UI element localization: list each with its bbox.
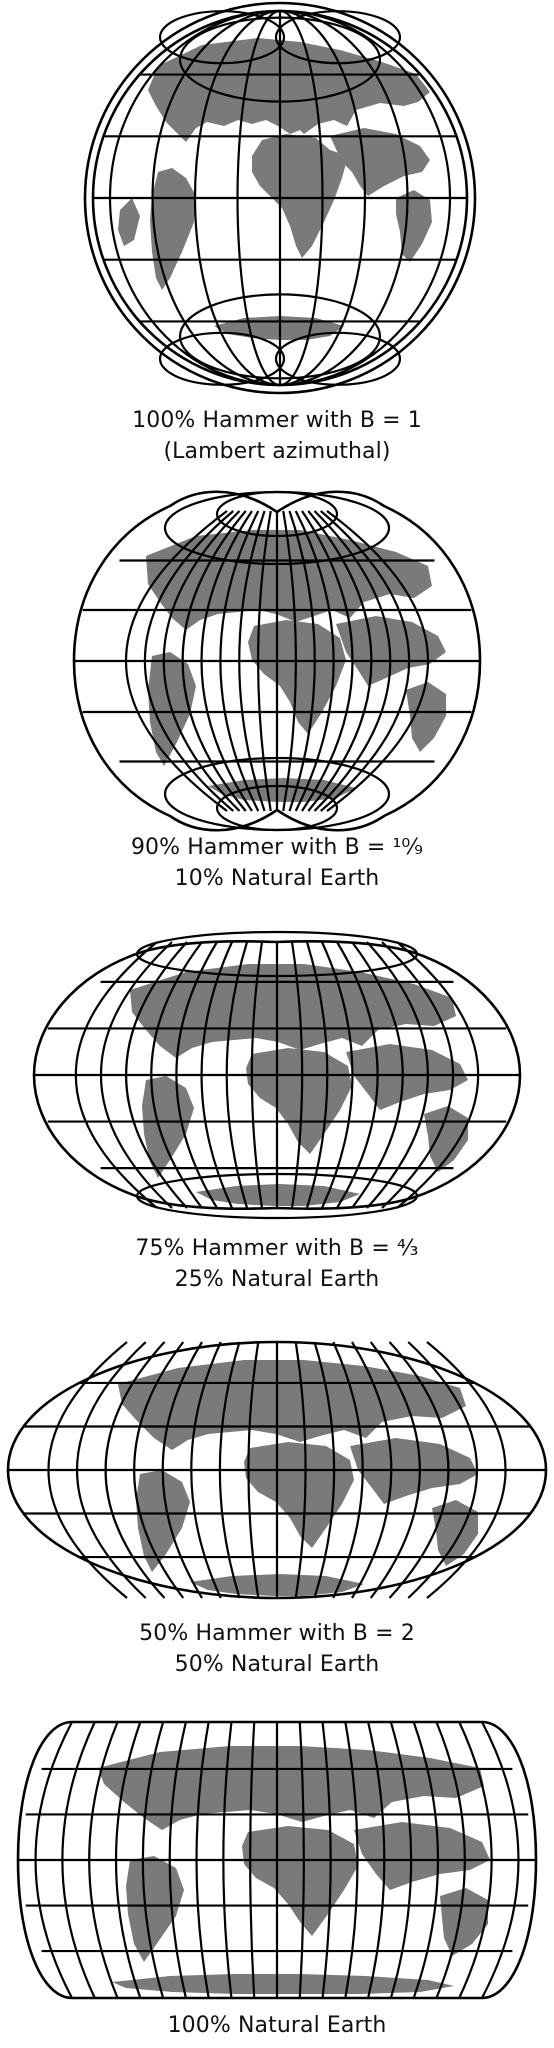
caption-line-1: 100% Natural Earth xyxy=(167,2013,387,2038)
caption-hammer-100: 100% Hammer with B = 1 (Lambert azimutha… xyxy=(0,405,554,467)
panel-hammer-75: 75% Hammer with B = ⁴⁄₃ 25% Natural Eart… xyxy=(0,930,554,1310)
land-mass xyxy=(98,1746,484,1830)
land-mass xyxy=(142,1076,194,1178)
map-natural-earth-100 xyxy=(16,1720,538,2000)
caption-line-1: 50% Hammer with B = 2 xyxy=(139,1621,415,1646)
land-mass xyxy=(112,1974,454,1994)
land-mass xyxy=(396,190,432,262)
pole-lobe xyxy=(274,10,402,65)
land-mass xyxy=(354,1822,490,1890)
panel-hammer-100: 100% Hammer with B = 1 (Lambert azimutha… xyxy=(0,0,554,480)
land-mass xyxy=(440,1888,488,1956)
pole-lobe xyxy=(158,10,286,65)
caption-line-2: 25% Natural Earth xyxy=(174,1267,380,1292)
south-pole-ellipse xyxy=(178,293,382,380)
caption-line-1: 75% Hammer with B = ⁴⁄₃ xyxy=(135,1236,419,1261)
caption-hammer-90: 90% Hammer with B = ¹⁰⁄₉ 10% Natural Ear… xyxy=(0,832,554,894)
caption-hammer-50: 50% Hammer with B = 2 50% Natural Earth xyxy=(0,1618,554,1680)
land-mass xyxy=(150,168,196,290)
caption-hammer-75: 75% Hammer with B = ⁴⁄₃ 25% Natural Eart… xyxy=(0,1233,554,1295)
inner-boundary xyxy=(91,9,469,387)
caption-line-1: 90% Hammer with B = ¹⁰⁄₉ xyxy=(130,835,424,860)
graticule xyxy=(18,1721,536,1999)
boundary xyxy=(6,1340,548,1600)
map-hammer-75 xyxy=(32,930,522,1220)
pole-lobe xyxy=(274,331,402,386)
land-mass xyxy=(248,620,346,734)
map-hammer-90 xyxy=(72,490,482,832)
north-pole-ellipse xyxy=(215,490,339,538)
caption-line-1: 100% Hammer with B = 1 xyxy=(132,408,422,433)
land-mass xyxy=(118,198,140,246)
graticule xyxy=(34,930,520,1220)
boundary xyxy=(32,940,522,1210)
graticule xyxy=(93,9,467,387)
map-hammer-100 xyxy=(83,1,477,395)
north-pole-ellipse xyxy=(178,16,382,103)
graticule xyxy=(8,1341,546,1599)
map-hammer-50 xyxy=(6,1340,548,1600)
boundary xyxy=(16,1720,538,2000)
land-mass xyxy=(330,128,430,196)
outer-ring xyxy=(83,1,477,395)
boundary xyxy=(72,490,482,832)
land-group xyxy=(118,1360,478,1596)
land-mass xyxy=(252,134,348,258)
land-mass xyxy=(406,682,446,752)
caption-line-2: (Lambert azimuthal) xyxy=(163,439,391,464)
land-group xyxy=(98,1746,490,1994)
south-pole-ellipse xyxy=(215,784,339,832)
graticule xyxy=(74,490,480,832)
land-mass xyxy=(242,1826,358,1936)
land-mass xyxy=(136,1470,190,1572)
land-mass xyxy=(244,1442,354,1548)
land-mass xyxy=(146,530,432,630)
caption-line-2: 10% Natural Earth xyxy=(174,866,380,891)
panel-natural-earth-100: 100% Natural Earth xyxy=(0,1710,554,2048)
caption-line-2: 50% Natural Earth xyxy=(174,1652,380,1677)
caption-natural-earth-100: 100% Natural Earth xyxy=(0,2010,554,2041)
panel-hammer-90: 90% Hammer with B = ¹⁰⁄₉ 10% Natural Ear… xyxy=(0,490,554,910)
land-mass xyxy=(432,1500,478,1566)
land-mass xyxy=(130,964,456,1058)
pole-lobe xyxy=(158,331,286,386)
panel-hammer-50: 50% Hammer with B = 2 50% Natural Earth xyxy=(0,1330,554,1700)
